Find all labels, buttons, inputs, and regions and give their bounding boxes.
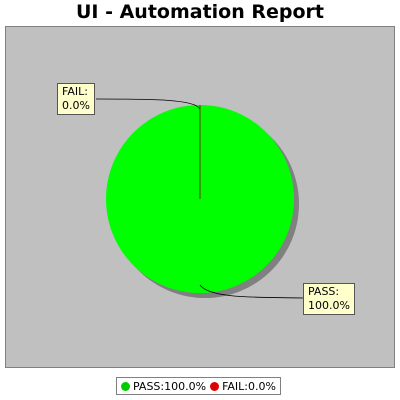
pie-slices (106, 105, 294, 293)
callout-line-fail (95, 98, 201, 110)
legend-pass-dot-icon (121, 381, 130, 391)
legend-pass-label: PASS:100.0% (133, 379, 207, 393)
legend-item-pass: PASS:100.0% (121, 380, 206, 393)
legend-fail-label: FAIL:0.0% (222, 379, 276, 393)
legend-fail-dot-icon (210, 381, 220, 391)
callout-fail-label: FAIL: (62, 85, 88, 98)
legend-item-fail: FAIL:0.0% (210, 380, 276, 393)
callout-pass-value: 100.0% (308, 299, 350, 312)
legend: PASS:100.0% FAIL:0.0% (116, 377, 281, 395)
callout-fail-value: 0.0% (62, 99, 90, 112)
callout-line-pass (199, 284, 304, 299)
chart-title: UI - Automation Report (75, 1, 324, 23)
callout-pass-label: PASS: (308, 285, 340, 298)
callout-pass: PASS: 100.0% (303, 283, 355, 315)
callout-fail: FAIL: 0.0% (57, 83, 95, 115)
